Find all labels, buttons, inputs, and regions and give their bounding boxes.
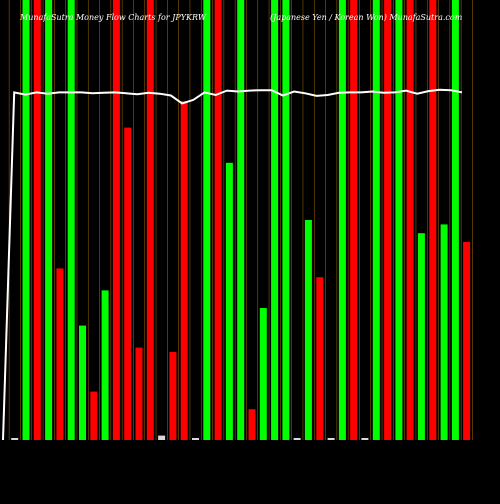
bar xyxy=(451,0,459,440)
bar xyxy=(33,0,41,440)
bar xyxy=(429,0,437,440)
bar xyxy=(135,347,143,440)
chart-title: MunafaSutra Money Flow Charts for JPYKRW xyxy=(20,13,207,22)
bar xyxy=(395,0,403,440)
bar xyxy=(225,162,233,441)
bar xyxy=(112,0,120,440)
bar xyxy=(180,101,188,440)
bar xyxy=(463,242,471,440)
bar xyxy=(350,0,358,440)
bar xyxy=(259,308,267,440)
bar xyxy=(361,438,369,440)
bar xyxy=(406,0,414,440)
bar xyxy=(304,220,312,440)
bar xyxy=(67,0,75,440)
bar xyxy=(56,268,64,440)
bar xyxy=(169,352,177,440)
bar xyxy=(327,438,335,440)
bar xyxy=(316,277,324,440)
bar xyxy=(440,224,448,440)
bar xyxy=(22,0,30,440)
grid-lines xyxy=(8,0,473,440)
bar xyxy=(158,435,166,440)
bar xyxy=(192,438,199,440)
bar xyxy=(11,438,19,440)
bar xyxy=(384,0,392,440)
bar xyxy=(79,325,86,440)
money-flow-line xyxy=(2,88,463,441)
bar xyxy=(338,0,346,440)
chart-subtitle: (Japanese Yen / Korean Won) MunafaSutra.… xyxy=(270,13,463,22)
bar xyxy=(214,0,222,440)
bar xyxy=(293,438,301,440)
bar xyxy=(248,409,256,440)
bar-series xyxy=(11,0,471,441)
bar xyxy=(271,0,279,440)
bar xyxy=(45,0,53,440)
bar xyxy=(237,0,245,440)
bar xyxy=(101,290,109,440)
bar xyxy=(282,0,290,440)
bar xyxy=(372,0,380,440)
bar xyxy=(417,233,425,440)
bar xyxy=(124,127,132,440)
money-flow-polyline xyxy=(2,88,463,441)
bar xyxy=(90,391,98,440)
bar xyxy=(146,0,154,440)
bar xyxy=(203,0,211,440)
